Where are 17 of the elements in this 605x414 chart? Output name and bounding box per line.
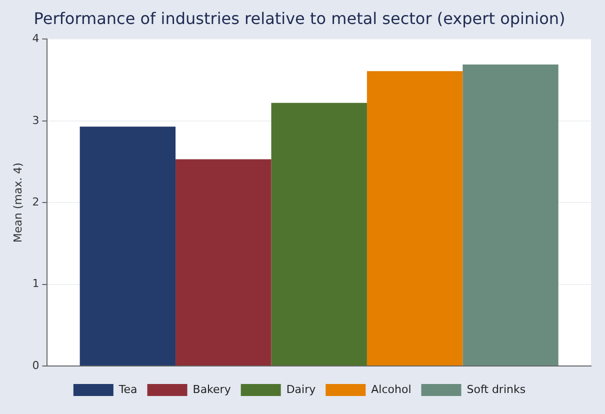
bar [176, 159, 272, 366]
y-tick-label: 4 [32, 32, 40, 46]
y-tick-label: 2 [32, 195, 40, 208]
bar [271, 102, 367, 366]
y-axis-title: Mean (max. 4) [11, 162, 24, 243]
y-tick-label: 0 [32, 358, 40, 372]
bar [366, 71, 463, 366]
legend-label: Tea [118, 382, 138, 396]
y-tick-label: 3 [32, 114, 40, 127]
bar [80, 126, 176, 366]
legend-label: Bakery [192, 382, 232, 396]
legend-label: Alcohol [371, 382, 412, 396]
y-tick-label: 1 [32, 277, 40, 290]
legend-label: Soft drinks [466, 382, 526, 396]
legend-label: Dairy [286, 382, 316, 396]
chart-title: Performance of industries relative to metal sector (expert opinion) [34, 8, 566, 28]
bar [462, 64, 558, 366]
